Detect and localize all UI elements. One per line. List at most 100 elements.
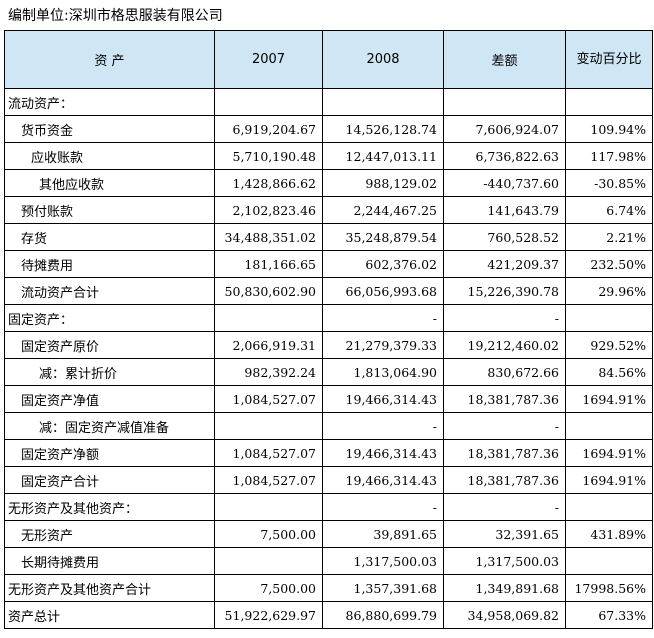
cell-2007: 982,392.24 [214, 358, 323, 386]
cell-difference: 7,606,924.07 [443, 115, 566, 143]
cell-2008: - [322, 493, 444, 521]
cell-change-percent: 1694.91% [565, 466, 653, 494]
cell-change-percent: 431.89% [565, 520, 653, 548]
cell-2007: 5,710,190.48 [214, 142, 323, 170]
table-row: 无形资产及其他资产： - - [4, 493, 653, 521]
cell-difference: - [443, 412, 566, 440]
cell-2008: 1,357,391.68 [322, 574, 444, 602]
cell-change-percent [565, 304, 653, 332]
row-label: 固定资产合计 [4, 466, 215, 494]
row-label: 减：固定资产减值准备 [4, 412, 215, 440]
cell-change-percent: -30.85% [565, 169, 653, 197]
table-row: 无形资产及其他资产合计 7,500.00 1,357,391.68 1,349,891… [4, 574, 653, 602]
cell-change-percent: 929.52% [565, 331, 653, 359]
cell-difference: 421,209.37 [443, 250, 566, 278]
table-row: 减：累计折价 982,392.24 1,813,064.90 830,672.66 84… [4, 358, 653, 386]
table-row: 流动资产合计 50,830,602.90 66,056,993.68 15,226,3… [4, 277, 653, 305]
table-row: 流动资产： [4, 88, 653, 116]
cell-difference: 1,349,891.68 [443, 574, 566, 602]
row-label: 固定资产： [4, 304, 215, 332]
cell-2007: 7,500.00 [214, 520, 323, 548]
row-label: 固定资产净值 [4, 385, 215, 413]
table-row: 应收账款 5,710,190.48 12,447,013.11 6,736,822.6… [4, 142, 653, 170]
cell-2008: 19,466,314.43 [322, 385, 444, 413]
table-row: 固定资产净值 1,084,527.07 19,466,314.43 18,381,78… [4, 385, 653, 413]
cell-2008: 86,880,699.79 [322, 601, 444, 629]
cell-2007 [214, 547, 323, 575]
cell-change-percent: 67.33% [565, 601, 653, 629]
header-2008: 2008 [322, 30, 444, 89]
cell-2007: 7,500.00 [214, 574, 323, 602]
report-caption: 编制单位:深圳市格思服装有限公司 [8, 8, 223, 24]
row-label: 流动资产合计 [4, 277, 215, 305]
cell-difference [443, 88, 566, 116]
cell-difference: 830,672.66 [443, 358, 566, 386]
table-row: 无形资产 7,500.00 39,891.65 32,391.65 431.89% [4, 520, 653, 548]
cell-2008: 39,891.65 [322, 520, 444, 548]
cell-2008: - [322, 412, 444, 440]
row-label: 减：累计折价 [4, 358, 215, 386]
row-label: 流动资产： [4, 88, 215, 116]
table-row: 预付账款 2,102,823.46 2,244,467.25 141,643.79 6.… [4, 196, 653, 224]
row-label: 资产总计 [4, 601, 215, 629]
cell-2007 [214, 88, 323, 116]
cell-2008: 19,466,314.43 [322, 466, 444, 494]
row-label: 无形资产及其他资产： [4, 493, 215, 521]
cell-difference: 1,317,500.03 [443, 547, 566, 575]
row-label: 其他应收款 [4, 169, 215, 197]
header-change-percent: 变动百分比 [565, 30, 653, 89]
cell-change-percent [565, 88, 653, 116]
cell-difference: 141,643.79 [443, 196, 566, 224]
cell-change-percent: 29.96% [565, 277, 653, 305]
cell-2008: 988,129.02 [322, 169, 444, 197]
table-row: 长期待摊费用 1,317,500.03 1,317,500.03 [4, 547, 653, 575]
cell-2007 [214, 493, 323, 521]
cell-change-percent: 1694.91% [565, 385, 653, 413]
row-label: 固定资产净额 [4, 439, 215, 467]
cell-2008: 1,813,064.90 [322, 358, 444, 386]
cell-2007: 2,066,919.31 [214, 331, 323, 359]
cell-2008: 19,466,314.43 [322, 439, 444, 467]
table-row: 存货 34,488,351.02 35,248,879.54 760,528.52 2.… [4, 223, 653, 251]
balance-sheet-table: 资 产 2007 2008 差额 变动百分比 流动资产： 货币资金 6,919,20… [4, 30, 653, 629]
cell-2008: 2,244,467.25 [322, 196, 444, 224]
header-row: 资 产 2007 2008 差额 变动百分比 [4, 30, 653, 89]
cell-difference: 18,381,787.36 [443, 466, 566, 494]
cell-2007: 51,922,629.97 [214, 601, 323, 629]
row-label: 长期待摊费用 [4, 547, 215, 575]
cell-2007: 181,166.65 [214, 250, 323, 278]
cell-2007: 1,084,527.07 [214, 385, 323, 413]
cell-2008: 35,248,879.54 [322, 223, 444, 251]
table-body: 流动资产： 货币资金 6,919,204.67 14,526,128.74 7,606,… [4, 88, 653, 629]
row-label: 固定资产原价 [4, 331, 215, 359]
cell-difference: 18,381,787.36 [443, 385, 566, 413]
cell-2008 [322, 88, 444, 116]
cell-2007: 1,084,527.07 [214, 466, 323, 494]
cell-2007 [214, 304, 323, 332]
table-row: 其他应收款 1,428,866.62 988,129.02 -440,737.60 -3… [4, 169, 653, 197]
cell-2007 [214, 412, 323, 440]
row-label: 存货 [4, 223, 215, 251]
cell-change-percent: 17998.56% [565, 574, 653, 602]
cell-difference: 15,226,390.78 [443, 277, 566, 305]
cell-difference: - [443, 493, 566, 521]
cell-difference: 760,528.52 [443, 223, 566, 251]
table-row: 资产总计 51,922,629.97 86,880,699.79 34,958,069… [4, 601, 653, 629]
row-label: 无形资产及其他资产合计 [4, 574, 215, 602]
cell-difference: 6,736,822.63 [443, 142, 566, 170]
cell-difference: 19,212,460.02 [443, 331, 566, 359]
table-row: 货币资金 6,919,204.67 14,526,128.74 7,606,924.0… [4, 115, 653, 143]
cell-change-percent [565, 493, 653, 521]
cell-2008: 66,056,993.68 [322, 277, 444, 305]
cell-change-percent: 117.98% [565, 142, 653, 170]
cell-change-percent [565, 547, 653, 575]
cell-change-percent: 2.21% [565, 223, 653, 251]
cell-2008: 12,447,013.11 [322, 142, 444, 170]
cell-2008: - [322, 304, 444, 332]
cell-2007: 50,830,602.90 [214, 277, 323, 305]
cell-difference: - [443, 304, 566, 332]
row-label: 应收账款 [4, 142, 215, 170]
table-row: 固定资产合计 1,084,527.07 19,466,314.43 18,381,78… [4, 466, 653, 494]
row-label: 货币资金 [4, 115, 215, 143]
row-label: 无形资产 [4, 520, 215, 548]
